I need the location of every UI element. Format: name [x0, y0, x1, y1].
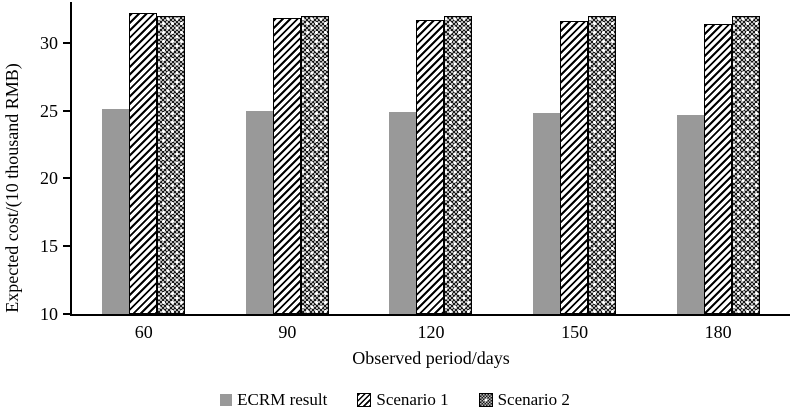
- legend-label: Scenario 2: [497, 390, 570, 409]
- legend-swatch-ecrm-result: [220, 394, 233, 406]
- bar-scenario-2-150: [588, 15, 617, 314]
- bar-scenario-2-60: [157, 15, 186, 314]
- legend-item-scenario-1: Scenario 1: [357, 390, 449, 410]
- bar-group-150: [503, 15, 647, 314]
- x-category-label-150: 150: [561, 322, 589, 342]
- x-axis-title: Observed period/days: [352, 348, 510, 368]
- legend-label: Scenario 1: [376, 390, 449, 409]
- y-tick-label: 30: [40, 32, 58, 53]
- bar-scenario-1-90: [272, 18, 301, 314]
- bar-scenario-1-60: [129, 12, 158, 314]
- y-tick-label: 15: [40, 236, 58, 257]
- x-axis-labels: 60 90 120 150 180: [72, 322, 790, 342]
- x-category-label-120: 120: [417, 322, 445, 342]
- bar-group-120: [359, 15, 503, 314]
- bar-scenario-1-120: [416, 19, 445, 314]
- x-category-label-180: 180: [704, 322, 732, 342]
- bar-groups: [72, 2, 790, 314]
- y-tick-mark: [63, 109, 70, 112]
- bar-group-60: [72, 12, 216, 314]
- bar-ecrm-result-90: [245, 110, 273, 314]
- bar-scenario-2-180: [731, 15, 760, 314]
- bar-scenario-2-120: [444, 15, 473, 314]
- y-tick-mark: [63, 313, 70, 315]
- legend-label: ECRM result: [237, 390, 328, 409]
- y-tick-label: 20: [40, 168, 58, 189]
- legend-item-ecrm-result: ECRM result: [220, 390, 327, 410]
- y-tick-label: 25: [40, 100, 58, 121]
- bar-scenario-2-90: [300, 15, 329, 314]
- legend: ECRM result Scenario 1 Scenario 2: [0, 390, 790, 410]
- y-tick-mark: [63, 177, 70, 180]
- bar-ecrm-result-60: [102, 109, 130, 314]
- legend-swatch-scenario-1: [357, 393, 372, 407]
- bar-ecrm-result-120: [389, 111, 417, 314]
- y-tick-mark: [63, 41, 70, 44]
- plot-area: [70, 2, 790, 316]
- bar-group-90: [216, 15, 360, 314]
- y-tick-label: 10: [40, 304, 58, 324]
- legend-item-scenario-2: Scenario 2: [478, 390, 570, 410]
- bar-scenario-1-180: [703, 23, 732, 314]
- bar-group-180: [646, 15, 790, 314]
- bar-scenario-1-150: [560, 21, 589, 314]
- x-category-label-90: 90: [278, 322, 297, 342]
- legend-swatch-scenario-2: [478, 393, 493, 407]
- y-tick-mark: [63, 245, 70, 248]
- bar-ecrm-result-150: [533, 113, 561, 314]
- bar-ecrm-result-180: [676, 114, 704, 314]
- x-category-label-60: 60: [134, 322, 153, 342]
